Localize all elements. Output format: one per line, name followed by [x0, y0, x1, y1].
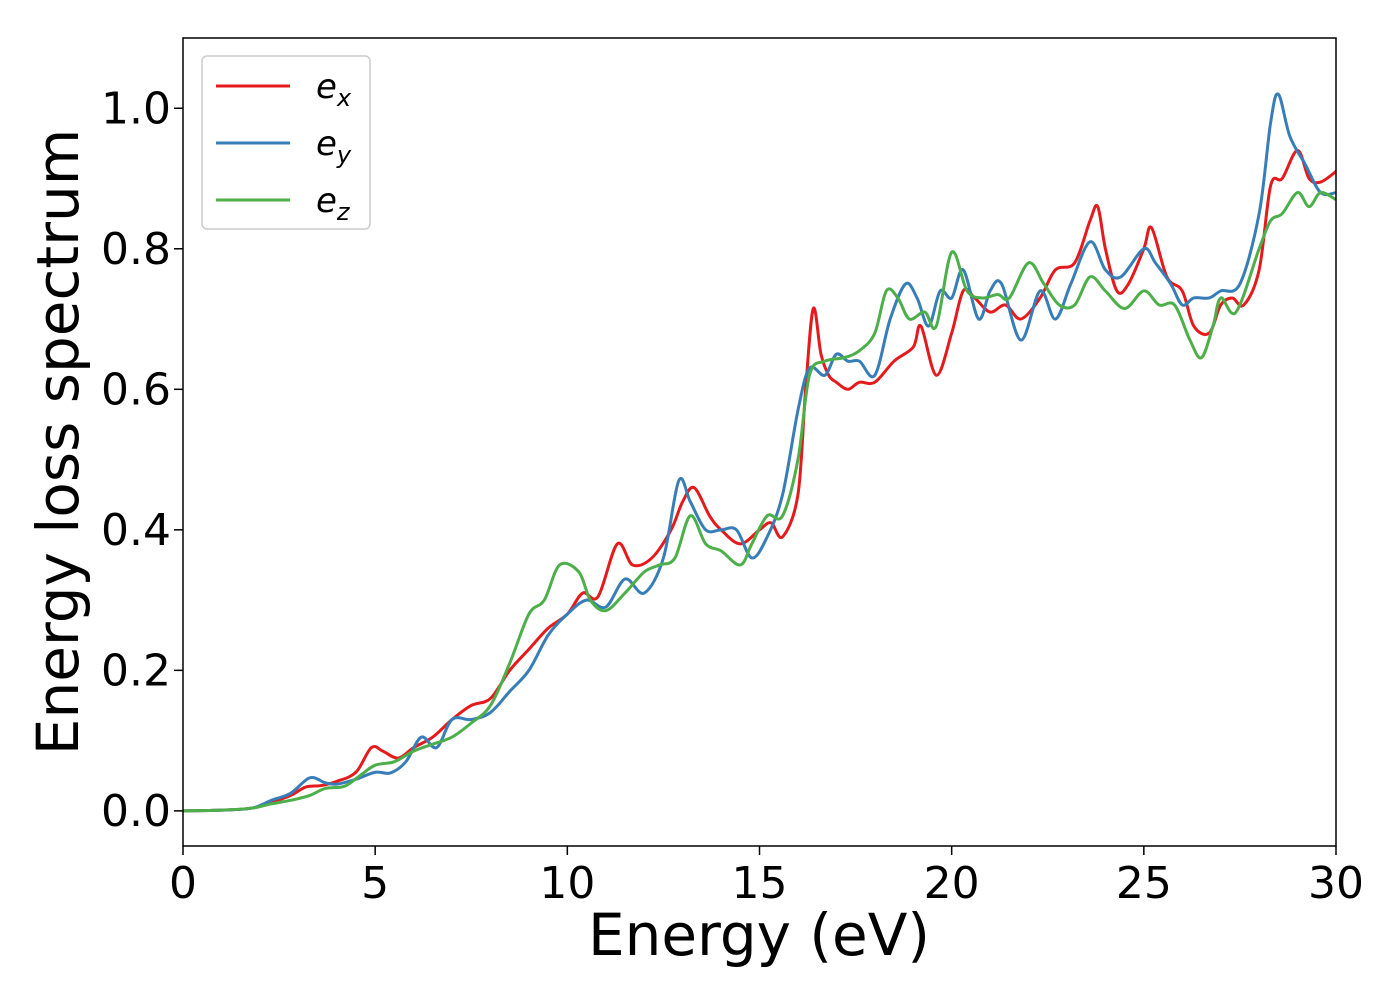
series-line-z [183, 190, 1336, 813]
series-line-y [183, 92, 1336, 813]
legend: ex ey ez [201, 55, 371, 230]
y-tick-label: 0.6 [101, 364, 171, 415]
x-tick-label: 5 [361, 858, 389, 909]
y-tick-label: 0.0 [101, 786, 171, 837]
y-tick-label: 0.8 [101, 224, 171, 275]
y-axis: 0.0 0.2 0.4 0.6 0.8 1.0 [101, 83, 183, 837]
legend-label-x: ex [316, 67, 352, 112]
x-axis: 0 5 10 15 20 25 30 [169, 846, 1364, 909]
x-tick-label: 10 [539, 858, 595, 909]
x-tick-label: 15 [732, 858, 788, 909]
x-tick-label: 20 [924, 858, 980, 909]
x-tick-label: 25 [1116, 858, 1172, 909]
x-axis-title: Energy (eV) [588, 901, 930, 969]
x-tick-label: 30 [1308, 858, 1364, 909]
y-axis-title: Energy loss spectrum [24, 129, 92, 755]
legend-label-z: ez [316, 181, 351, 226]
x-tick-label: 0 [169, 858, 197, 909]
y-tick-label: 0.4 [101, 505, 171, 556]
y-tick-label: 0.2 [101, 645, 171, 696]
series-layer [183, 92, 1336, 813]
series-line-x [183, 148, 1336, 813]
legend-label-y: ey [316, 124, 352, 169]
y-tick-label: 1.0 [101, 83, 171, 134]
